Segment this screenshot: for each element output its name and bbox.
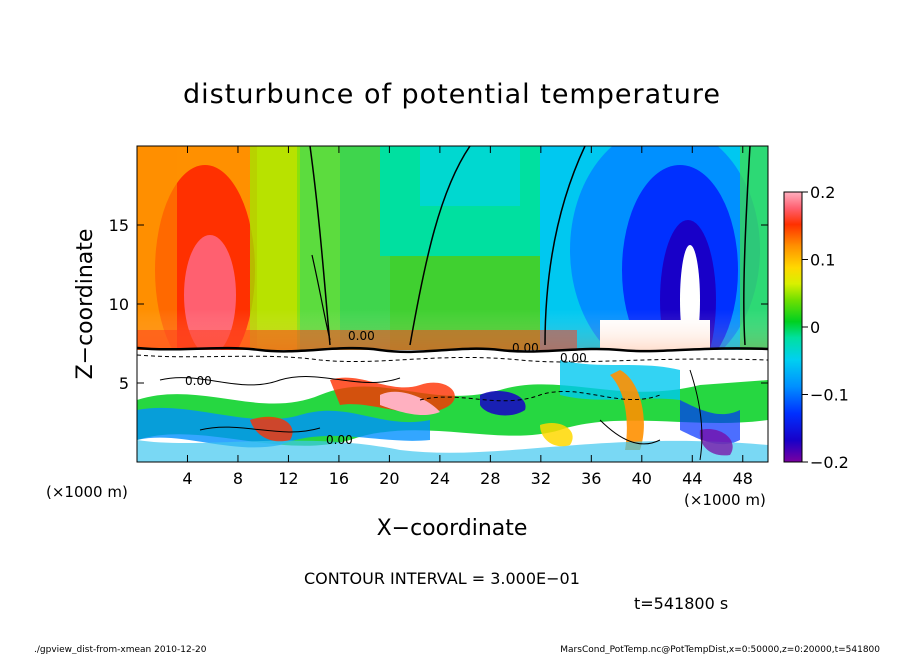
y-tick-label: 5 xyxy=(119,374,129,393)
footer-right: MarsCond_PotTemp.nc@PotTempDist,x=0:5000… xyxy=(560,645,880,654)
x-tick-label: 4 xyxy=(182,469,192,488)
colorbar-tick-label: 0.2 xyxy=(810,183,835,202)
y-axis-label: Z−coordinate xyxy=(73,229,98,380)
x-tick-label: 20 xyxy=(379,469,399,488)
colorbar-ticks: 0.2 0.1 0 −0.1 −0.2 xyxy=(802,183,849,472)
contour-label: 0.00 xyxy=(348,329,375,343)
x-axis-unit-right: (×1000 m) xyxy=(684,491,766,509)
contour-label: 0.00 xyxy=(185,374,212,388)
x-tick-label: 28 xyxy=(480,469,500,488)
x-tick-label: 32 xyxy=(531,469,551,488)
x-tick-label: 44 xyxy=(682,469,702,488)
contour-label: 0.00 xyxy=(326,433,353,447)
y-tick-label: 10 xyxy=(109,295,129,314)
x-tick-label: 24 xyxy=(430,469,450,488)
contour-interval: CONTOUR INTERVAL = 3.000E−01 xyxy=(304,569,580,588)
x-tick-label: 12 xyxy=(278,469,298,488)
time-label: t=541800 s xyxy=(634,594,728,613)
colorbar-tick-label: −0.1 xyxy=(810,386,849,405)
x-axis-label: X−coordinate xyxy=(377,516,528,541)
colorbar-tick-label: 0.1 xyxy=(810,251,835,270)
y-tick-label: 15 xyxy=(109,216,129,235)
y-axis-ticks: 5 10 15 xyxy=(109,216,768,393)
x-tick-label: 48 xyxy=(733,469,753,488)
contour-label: 0.00 xyxy=(512,341,539,355)
x-axis-ticks: 4 8 12 16 20 24 28 32 36 40 44 48 xyxy=(182,146,753,488)
plot-area: 0.00 0.00 0.00 0.00 0.00 xyxy=(137,146,768,462)
x-tick-label: 40 xyxy=(632,469,652,488)
contour-label: 0.00 xyxy=(560,351,587,365)
colorbar xyxy=(783,191,803,463)
x-tick-label: 36 xyxy=(581,469,601,488)
colorbar-tick-label: 0 xyxy=(810,318,820,337)
chart-title: disturbunce of potential temperature xyxy=(183,79,721,110)
x-tick-label: 16 xyxy=(329,469,349,488)
footer-left: ./gpview_dist-from-xmean 2010-12-20 xyxy=(34,645,207,654)
colorbar-tick-label: −0.2 xyxy=(810,453,849,472)
x-tick-label: 8 xyxy=(233,469,243,488)
x-axis-unit-left: (×1000 m) xyxy=(46,483,128,501)
